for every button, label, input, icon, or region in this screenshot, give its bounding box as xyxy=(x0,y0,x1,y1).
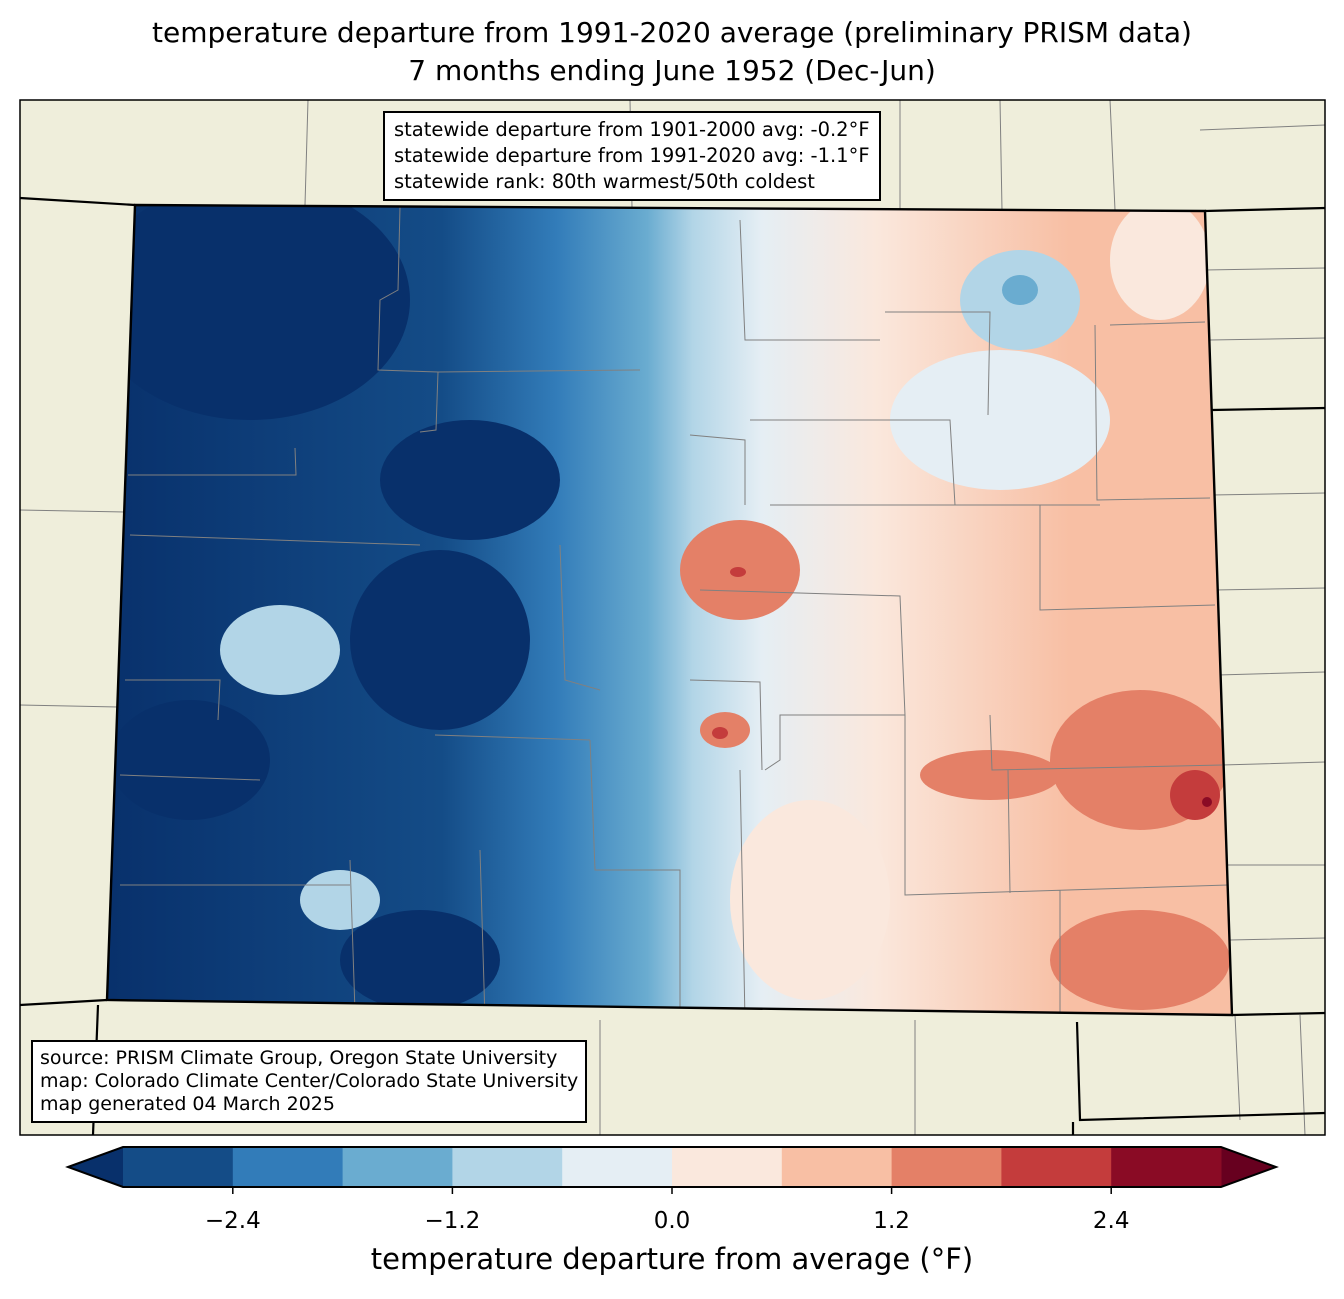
colorbar-under-extension xyxy=(68,1147,123,1187)
source-line: source: PRISM Climate Group, Oregon Stat… xyxy=(40,1047,558,1069)
stat-1991-2020: statewide departure from 1991-2020 avg: … xyxy=(394,144,870,167)
colorbar-bin xyxy=(1111,1147,1222,1187)
stat-rank: statewide rank: 80th warmest/50th coldes… xyxy=(394,170,815,193)
colorbar-outline xyxy=(65,1146,1279,1188)
statewide-stats-box: statewide departure from 1901-2000 avg: … xyxy=(383,111,881,201)
colorbar-tick-label: −1.2 xyxy=(424,1208,481,1234)
colorbar-bin xyxy=(891,1147,1002,1187)
colorbar-bin xyxy=(452,1147,563,1187)
colorbar-tick-label: 0.0 xyxy=(653,1208,691,1234)
map-credit-line: map: Colorado Climate Center/Colorado St… xyxy=(40,1070,579,1092)
colorbar xyxy=(65,1146,1279,1194)
colorbar-tick-label: 2.4 xyxy=(1092,1208,1130,1234)
stat-1901-2000: statewide departure from 1901-2000 avg: … xyxy=(394,118,870,141)
title-line-2: 7 months ending June 1952 (Dec-Jun) xyxy=(408,54,936,87)
neighbor-state-lines xyxy=(19,99,1326,1136)
title-line-1: temperature departure from 1991-2020 ave… xyxy=(152,16,1192,49)
colorbar-tick-label: −2.4 xyxy=(204,1208,261,1234)
colorbar-bin xyxy=(562,1147,673,1187)
map-frame xyxy=(19,99,1326,1136)
temperature-departure-field xyxy=(107,205,1232,1015)
colorbar-bin xyxy=(1001,1147,1112,1187)
colorado-border xyxy=(105,203,1234,1017)
colorbar-bin xyxy=(123,1147,234,1187)
county-lines xyxy=(119,206,1231,1015)
colorbar-bin xyxy=(232,1147,344,1187)
colorbar-over-extension xyxy=(1221,1147,1276,1187)
generated-date-line: map generated 04 March 2025 xyxy=(40,1093,335,1115)
colorbar-bin xyxy=(781,1147,893,1187)
colorbar-label: temperature departure from average (°F) xyxy=(370,1242,974,1276)
colorbar-bin xyxy=(672,1147,783,1187)
source-box: source: PRISM Climate Group, Oregon Stat… xyxy=(31,1040,588,1123)
colorbar-bin xyxy=(342,1147,453,1187)
colorbar-tick-label: 1.2 xyxy=(873,1208,910,1234)
